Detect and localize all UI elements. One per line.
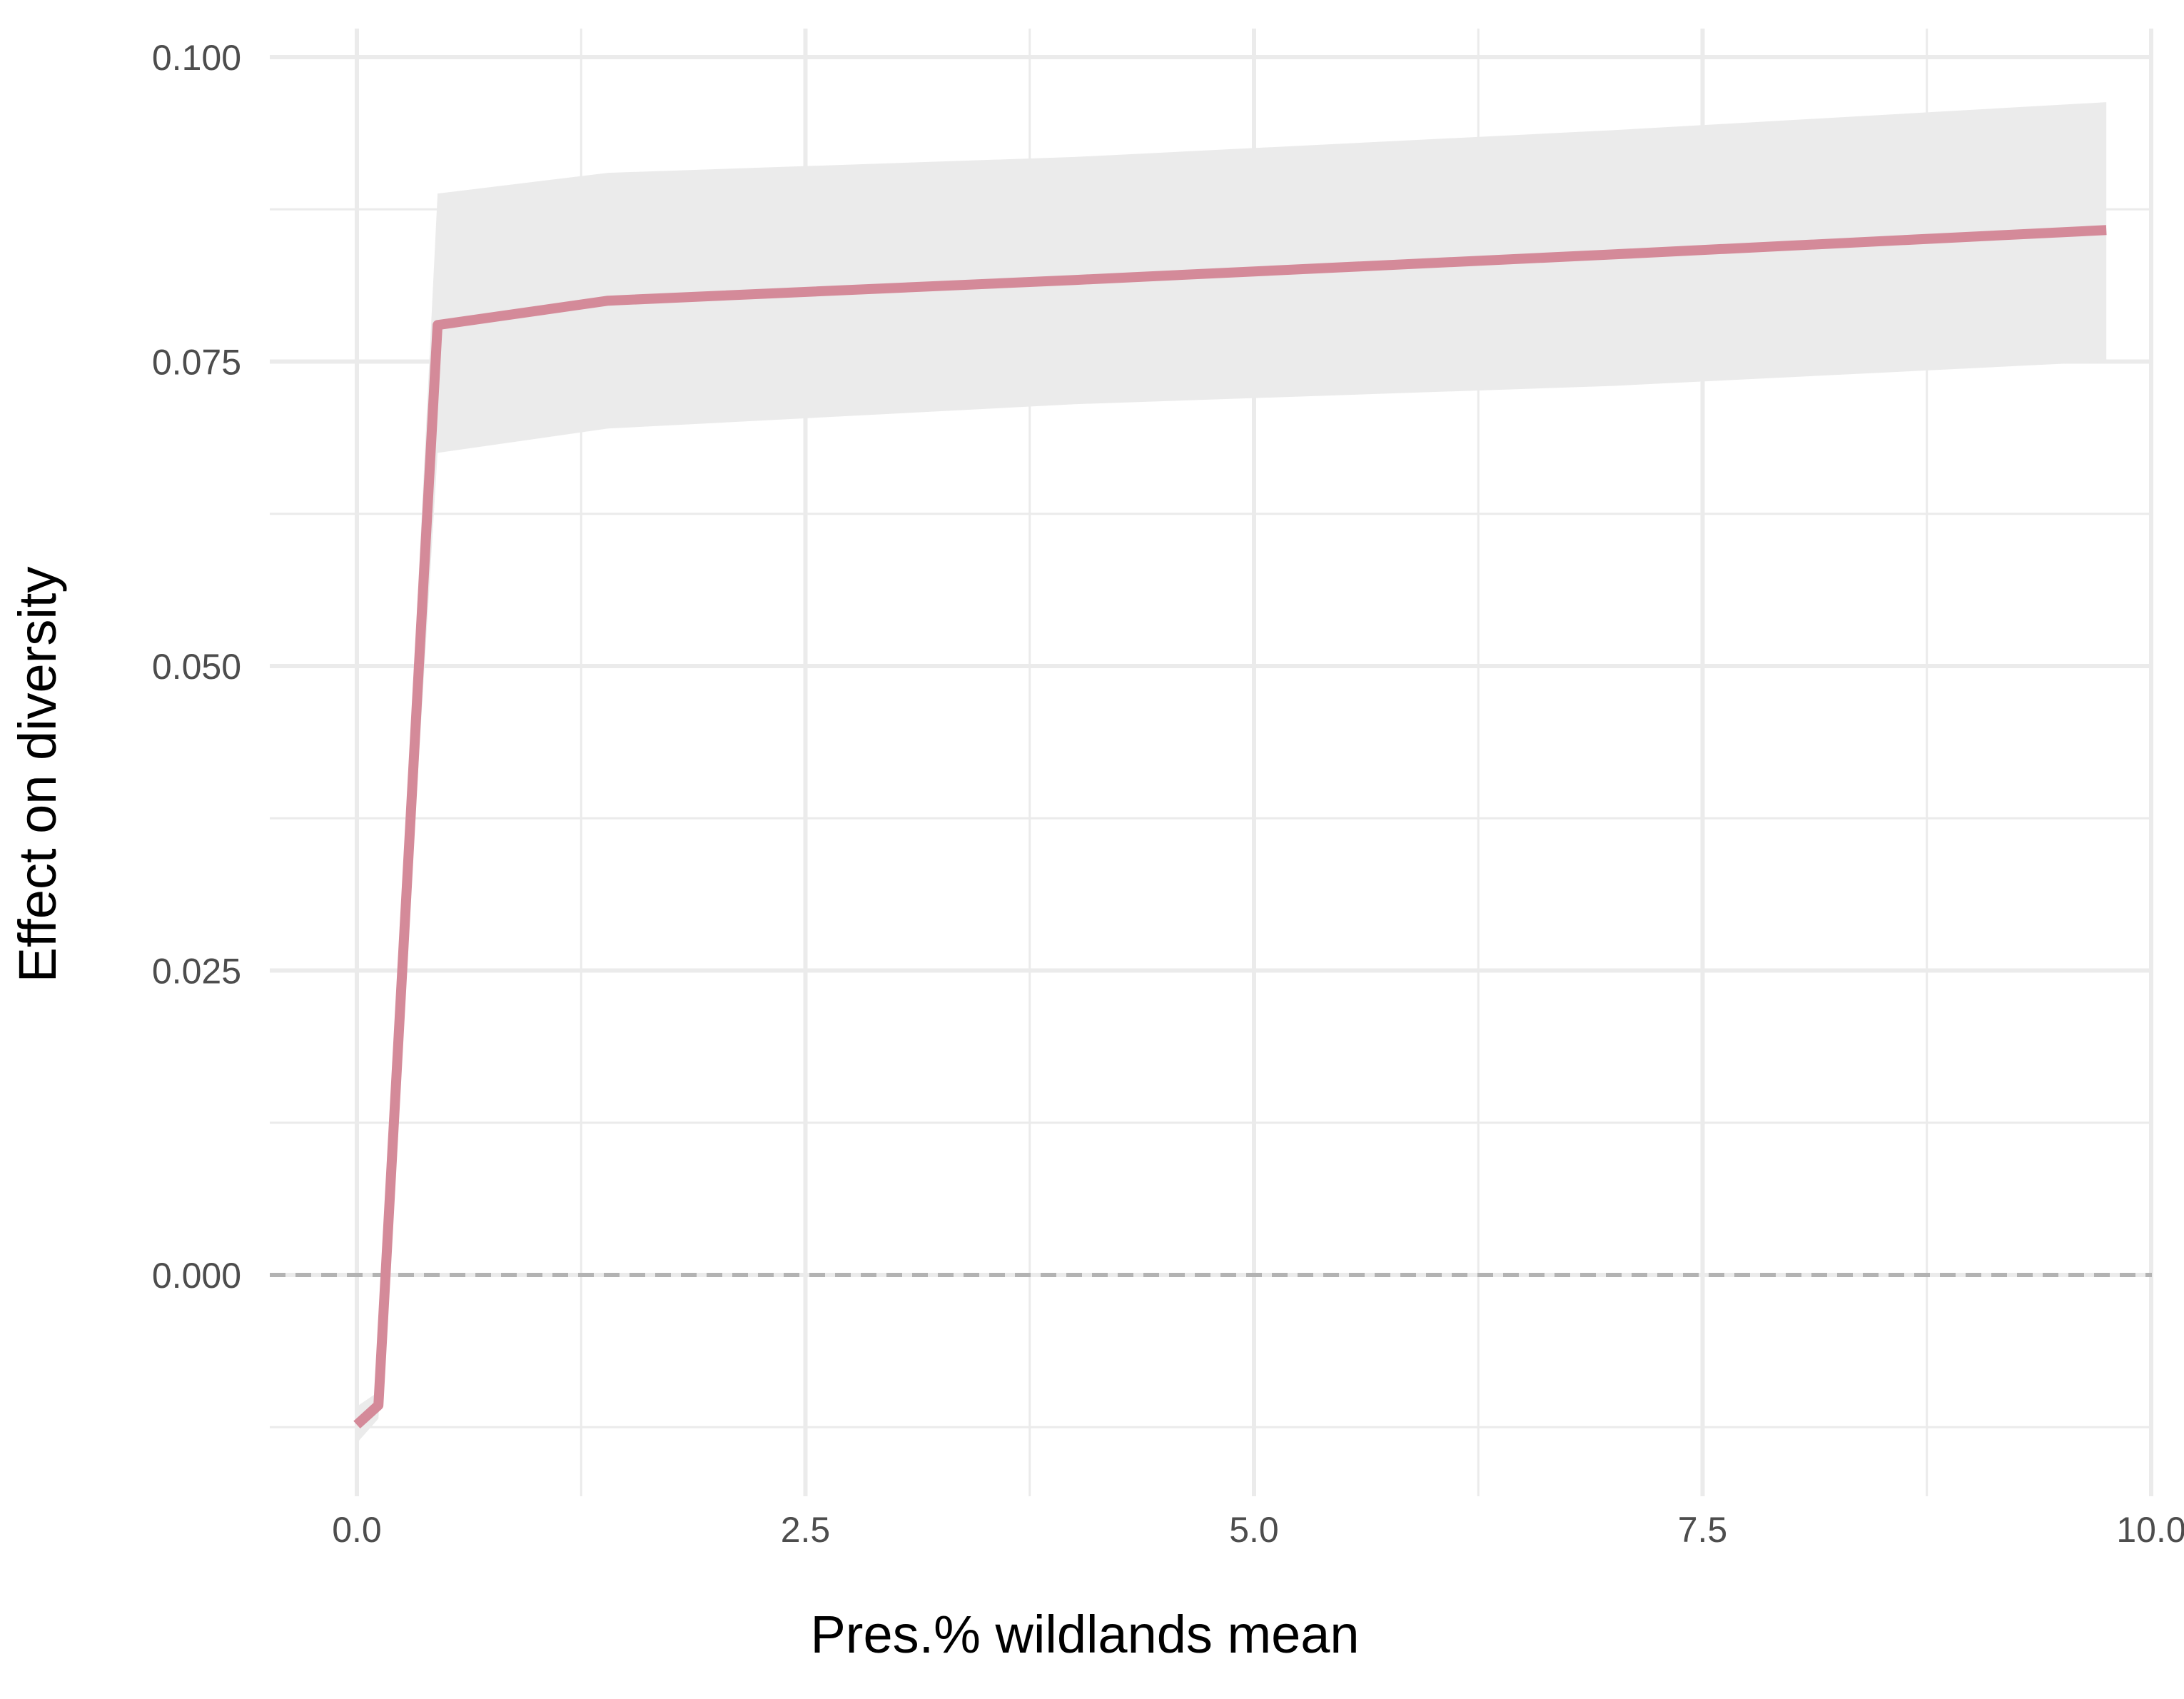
series-lines xyxy=(353,225,2107,1428)
x-tick-label: 7.5 xyxy=(1678,1510,1728,1550)
x-tick-label: 10.0 xyxy=(2116,1510,2184,1550)
x-tick-label: 2.5 xyxy=(781,1510,831,1550)
y-tick-label: 0.000 xyxy=(152,1256,241,1296)
y-tick-label: 0.100 xyxy=(152,38,241,78)
y-tick-labels: 0.000 0.025 0.050 0.075 0.100 xyxy=(152,38,241,1296)
y-axis-title: Effect on diversity xyxy=(8,567,67,983)
x-tick-label: 0.0 xyxy=(332,1510,382,1550)
y-tick-label: 0.075 xyxy=(152,343,241,383)
series-line xyxy=(353,225,2107,1428)
x-axis-title: Pres.% wildlands mean xyxy=(810,1605,1359,1664)
y-tick-label: 0.050 xyxy=(152,647,241,687)
y-tick-label: 0.025 xyxy=(152,952,241,992)
x-tick-labels: 0.0 2.5 5.0 7.5 10.0 xyxy=(332,1510,2184,1550)
x-tick-label: 5.0 xyxy=(1229,1510,1279,1550)
